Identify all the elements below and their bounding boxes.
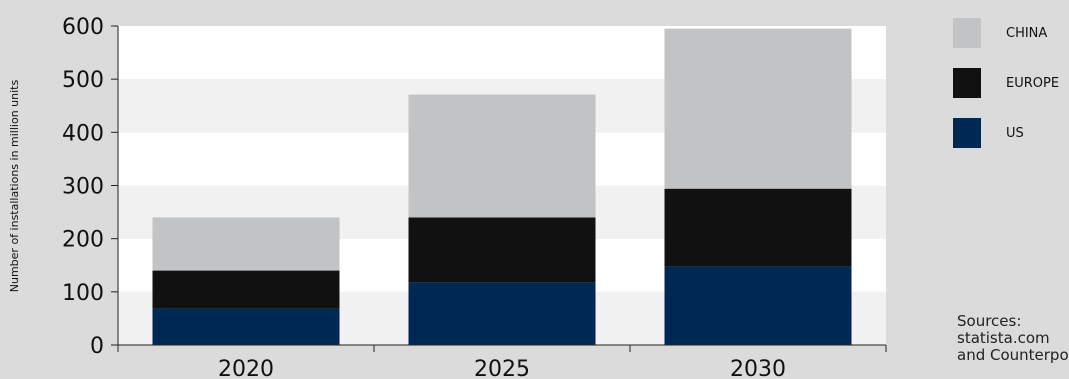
sources-line-3: and Counterpoint	[957, 346, 1069, 364]
bars	[152, 28, 852, 345]
x-tick-label: 2030	[730, 357, 786, 379]
legend-swatch	[953, 18, 981, 48]
bar-china-2030	[664, 28, 852, 189]
x-tick-label: 2025	[474, 357, 530, 379]
legend-swatch	[953, 118, 981, 148]
bar-europe-2030	[664, 188, 852, 267]
y-tick-label: 0	[90, 334, 104, 359]
bar-us-2030	[664, 266, 852, 345]
x-tick-labels: 2020 2025 2030	[218, 357, 786, 379]
legend-item-china: CHINA	[953, 18, 1069, 48]
sources-note: Sources: statista.com and Counterpoint	[957, 313, 1069, 364]
legend-label: EUROPE	[1006, 76, 1060, 91]
bar-china-2025	[408, 94, 596, 218]
bar-europe-2020	[152, 270, 340, 309]
bar-europe-2025	[408, 217, 596, 283]
y-axis-label: Number of installations in million units	[8, 80, 21, 293]
legend-item-europe: EUROPE	[953, 68, 1069, 98]
bar-china-2020	[152, 217, 340, 271]
y-tick-labels: 0 100 200 300 400 500 600	[62, 15, 104, 359]
legend-item-us: US	[953, 118, 1069, 148]
sources-line-2: statista.com	[957, 329, 1050, 347]
x-tick-label: 2020	[218, 357, 274, 379]
legend-label: US	[1006, 126, 1024, 141]
y-tick-label: 500	[62, 68, 104, 93]
y-tick-label: 300	[62, 175, 104, 200]
legend-label: CHINA	[1006, 26, 1048, 41]
y-tick-label: 100	[62, 281, 104, 306]
y-tick-label: 400	[62, 121, 104, 146]
sources-label: Sources:	[957, 312, 1022, 330]
y-tick-label: 600	[62, 15, 104, 40]
bar-us-2020	[152, 308, 340, 345]
legend-swatch	[953, 68, 981, 98]
axes	[111, 25, 887, 352]
bar-us-2025	[408, 282, 596, 345]
y-tick-label: 200	[62, 228, 104, 253]
